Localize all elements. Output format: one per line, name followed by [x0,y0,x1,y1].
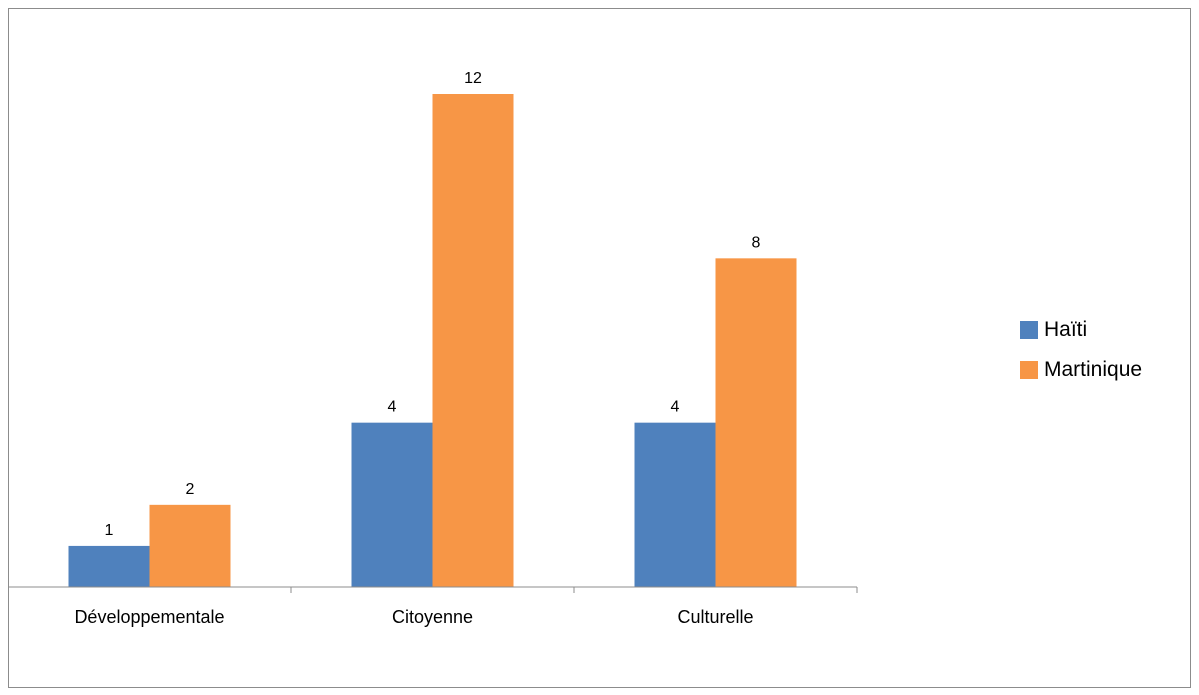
data-label: 2 [186,481,195,498]
data-label: 4 [388,399,397,416]
bar-ha-ti-3 [634,422,716,587]
x-tick-label: Citoyenne [392,607,473,627]
legend-label-haiti: Haïti [1044,318,1088,341]
data-label: 8 [752,234,761,251]
legend-item-haiti: Haïti [1020,316,1142,344]
data-label: 4 [671,399,680,416]
legend-swatch-martinique [1020,361,1038,379]
bar-ha-ti-2 [351,422,433,587]
legend-label-martinique: Martinique [1044,358,1143,381]
legend: Haïti Martinique [1020,316,1142,396]
data-label: 1 [105,522,114,539]
bar-martinique-2 [432,94,514,587]
legend-item-martinique: Martinique [1020,356,1142,384]
bar-martinique-3 [715,258,797,587]
data-label: 12 [464,70,482,87]
x-tick-label: Développementale [74,607,224,627]
legend-swatch-haiti [1020,321,1038,339]
bar-ha-ti-1 [68,545,150,587]
bar-martinique-1 [149,504,231,587]
x-tick-label: Culturelle [677,607,753,627]
